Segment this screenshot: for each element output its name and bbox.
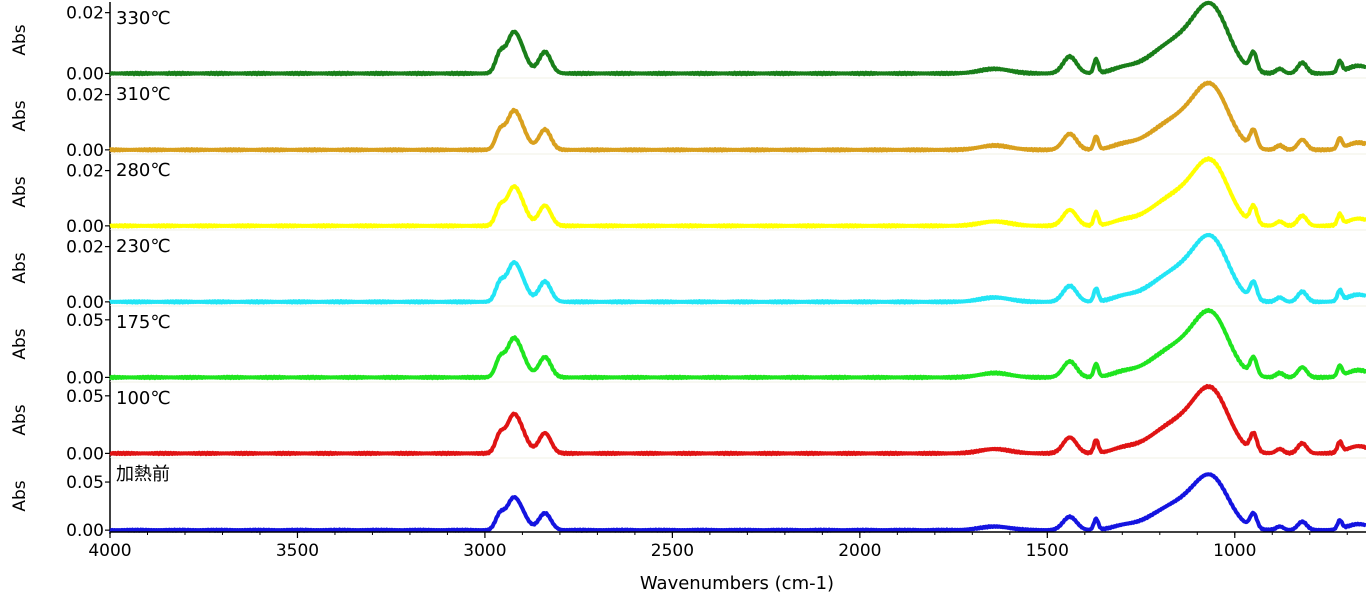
y-tick-label: 0.00 <box>66 521 104 541</box>
spectrum-line <box>108 80 1366 153</box>
y-tick-label: 0.00 <box>66 64 104 84</box>
y-tick-label: 0.05 <box>66 387 104 407</box>
series-name-label: 加熱前 <box>116 464 170 485</box>
spectrum-line <box>108 308 1366 381</box>
y-tick-label: 0.00 <box>66 217 104 237</box>
series-name-label: 310℃ <box>116 84 171 105</box>
y-axis-label: Abs <box>10 480 30 511</box>
spectrum-line <box>108 0 1366 77</box>
spectrum-line <box>108 232 1366 305</box>
series-name-label: 280℃ <box>116 160 171 181</box>
x-tick-label: 1000 <box>1213 541 1256 561</box>
y-tick-label: 0.00 <box>66 368 104 388</box>
x-axis: 4000 3500 3000 2500 2000 1500 1000 <box>88 531 1366 561</box>
y-tick-label: 0.00 <box>66 141 104 161</box>
x-tick-label: 3000 <box>463 541 506 561</box>
spectrum-line <box>108 384 1366 457</box>
series-name-label: 100℃ <box>116 388 171 409</box>
series-name-label: 175℃ <box>116 312 171 333</box>
x-tick-label: 4000 <box>88 541 131 561</box>
panel-5: 0.00 0.05 Abs 100℃ <box>10 382 1366 464</box>
x-tick-label: 2000 <box>838 541 881 561</box>
spectrum-line <box>108 472 1366 533</box>
series-name-label: 230℃ <box>116 236 171 257</box>
x-tick-label: 2500 <box>651 541 694 561</box>
y-tick-label: 0.02 <box>66 86 104 106</box>
x-tick-label: 1500 <box>1026 541 1069 561</box>
y-tick-label: 0.02 <box>66 162 104 182</box>
x-axis-label: Wavenumbers (cm-1) <box>640 573 834 594</box>
y-axis-label: Abs <box>10 404 30 435</box>
panel-6: 0.00 0.05 Abs 加熱前 <box>10 458 1366 541</box>
y-axis-label: Abs <box>10 252 30 283</box>
panel-0: 0.00 0.02 Abs 330℃ <box>10 0 1366 84</box>
panel-1: 0.00 0.02 Abs 310℃ <box>10 78 1366 161</box>
y-tick-label: 0.05 <box>66 311 104 331</box>
y-tick-label: 0.02 <box>66 238 104 258</box>
y-tick-label: 0.02 <box>66 4 104 24</box>
panel-2: 0.00 0.02 Abs 280℃ <box>10 154 1366 237</box>
panel-3: 0.00 0.02 Abs 230℃ <box>10 230 1366 313</box>
x-tick-label: 3500 <box>276 541 319 561</box>
series-name-label: 330℃ <box>116 8 171 29</box>
panel-4: 0.00 0.05 Abs 175℃ <box>10 306 1366 388</box>
y-axis-label: Abs <box>10 24 30 55</box>
y-tick-label: 0.00 <box>66 293 104 313</box>
y-tick-label: 0.05 <box>66 473 104 493</box>
spectra-panels: 0.000.02Abs330℃0.000.02Abs310℃0.000.02Ab… <box>10 0 1366 541</box>
y-axis-label: Abs <box>10 100 30 131</box>
y-axis-label: Abs <box>10 328 30 359</box>
y-tick-label: 0.00 <box>66 444 104 464</box>
spectrum-line <box>108 156 1366 229</box>
y-axis-label: Abs <box>10 176 30 207</box>
